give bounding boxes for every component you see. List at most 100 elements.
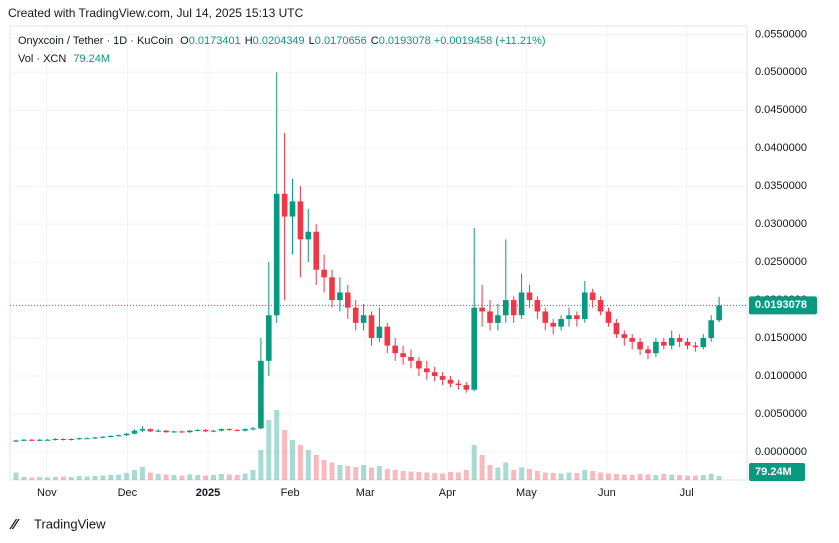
candle-body	[179, 431, 185, 433]
x-tick-label: Nov	[37, 487, 57, 499]
x-tick-label: May	[516, 487, 537, 499]
volume-bar	[211, 475, 216, 480]
candle-body	[645, 349, 651, 354]
y-tick-label: 0.0000000	[755, 446, 807, 458]
candle-body	[13, 440, 19, 442]
volume-bar	[542, 472, 548, 480]
volume-bar	[566, 472, 572, 480]
x-tick-label: 2025	[196, 487, 220, 499]
y-tick-label: 0.0300000	[755, 218, 807, 230]
volume-bar	[84, 476, 90, 480]
candle-body	[637, 341, 643, 350]
volume-bar	[716, 476, 722, 480]
volume-bar	[598, 472, 604, 480]
candle-body	[202, 429, 209, 432]
x-tick-label: Mar	[356, 487, 375, 499]
volume-bar	[558, 473, 564, 480]
volume-bar	[147, 472, 153, 480]
volume-bar	[234, 475, 240, 480]
volume-bar	[700, 475, 706, 480]
volume-bar	[132, 470, 137, 480]
last-price-tag	[749, 296, 817, 315]
candle-body	[108, 435, 114, 437]
candle-body	[684, 341, 691, 346]
y-tick-label: 0.0100000	[755, 370, 807, 382]
volume-bar	[258, 450, 264, 480]
volume-bar	[369, 467, 374, 480]
y-tick-label: 0.0050000	[755, 408, 807, 420]
brand: ⁄⁄ TradingView	[9, 516, 106, 533]
volume-name: Vol · XCN	[18, 53, 67, 65]
candle-body	[661, 341, 667, 346]
volume-bar	[487, 465, 493, 480]
candle-body	[36, 439, 43, 441]
volume-bar	[361, 465, 367, 480]
candle-body	[495, 315, 501, 323]
volume-bar	[282, 430, 288, 480]
volume-bar	[179, 475, 185, 480]
candle-body	[613, 322, 620, 335]
candle-body	[281, 193, 288, 217]
volume-bar	[226, 474, 232, 480]
candle-body	[187, 430, 193, 433]
candle-body	[266, 315, 272, 361]
volume-header: Vol · XCN 79.24M	[18, 53, 110, 65]
candle-body	[250, 428, 256, 430]
candle-body	[352, 307, 359, 323]
candle-body	[52, 439, 59, 441]
candle-body	[408, 357, 414, 361]
candle-body	[21, 439, 27, 441]
volume-bar	[677, 475, 683, 480]
volume-bar	[574, 473, 580, 480]
candle-body	[139, 429, 146, 431]
volume-bar	[337, 465, 343, 480]
candle-body	[171, 431, 177, 433]
candle-body	[455, 383, 462, 386]
volume-bar	[274, 410, 280, 480]
volume-bar	[471, 445, 477, 480]
volume-bar	[519, 467, 525, 480]
volume-bar	[290, 440, 295, 480]
volume-bar	[187, 474, 193, 480]
candle-body	[313, 231, 319, 270]
candle-body	[424, 368, 430, 373]
candle-body	[273, 193, 280, 316]
volume-bar	[440, 473, 446, 480]
ohlc-value: 0.0173401	[188, 35, 241, 47]
candle-body	[194, 429, 201, 431]
volume-bar	[495, 467, 501, 480]
candle-body	[321, 269, 327, 278]
x-tick-label: Feb	[281, 487, 300, 499]
volume-bar	[613, 474, 619, 480]
candle-body	[471, 307, 477, 390]
candle-body	[518, 292, 525, 316]
volume-bar	[606, 473, 611, 480]
x-tick-label: Jun	[598, 487, 616, 499]
volume-bar	[45, 477, 51, 480]
candle-body	[558, 319, 564, 327]
y-tick-label: 0.0550000	[755, 28, 807, 40]
volume-bar	[124, 473, 130, 480]
candle-body	[345, 292, 351, 308]
volume-bar	[345, 466, 351, 480]
volume-bar	[163, 474, 169, 480]
last-price-label: 0.0193078	[755, 299, 807, 311]
volume-bar	[669, 474, 675, 480]
candle-body	[155, 430, 161, 432]
volume-bar	[416, 472, 422, 480]
y-tick-label: 0.0400000	[755, 142, 807, 154]
x-tick-label: Jul	[680, 487, 694, 499]
candle-body	[597, 300, 604, 312]
grid	[10, 26, 747, 480]
volume-bar	[637, 474, 643, 480]
candle-body	[242, 429, 248, 431]
ohlc-key: H	[244, 35, 253, 47]
y-tick-label: 0.0450000	[755, 104, 807, 116]
volume-bar	[92, 476, 98, 480]
candle-body	[479, 307, 485, 312]
candle-body	[463, 385, 470, 390]
volume-bar	[432, 473, 438, 480]
volume-bar	[266, 420, 272, 480]
candle-body	[392, 345, 398, 354]
